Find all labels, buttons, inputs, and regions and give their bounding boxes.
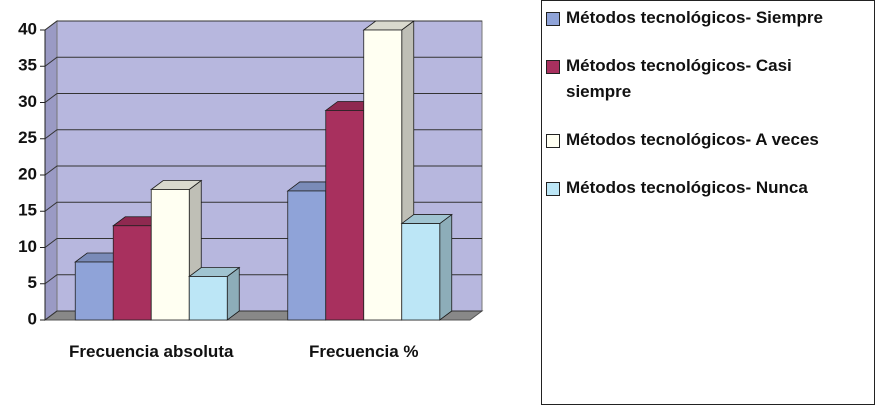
y-tick-label: 15 xyxy=(18,201,37,220)
legend: Métodos tecnológicos- Siempre Métodos tec… xyxy=(541,0,875,405)
grid-line xyxy=(44,20,482,31)
legend-item: Métodos tecnológicos- Casi siempre xyxy=(546,53,856,105)
y-tick-label: 0 xyxy=(28,309,37,328)
legend-label: Métodos tecnológicos- Siempre xyxy=(566,8,823,27)
bar xyxy=(188,276,228,321)
legend-swatch xyxy=(546,60,560,74)
legend-item: Métodos tecnológicos- Nunca xyxy=(546,175,856,201)
bar xyxy=(401,223,441,321)
legend-swatch xyxy=(546,182,560,196)
y-tick-label: 5 xyxy=(28,273,37,292)
bar xyxy=(287,190,327,321)
x-tick-label: Frecuencia absoluta xyxy=(69,342,234,361)
y-tick-label: 30 xyxy=(18,92,37,111)
legend-item: Métodos tecnológicos- Siempre xyxy=(546,5,856,31)
legend-label: Métodos tecnológicos- Casi siempre xyxy=(566,56,792,101)
bar xyxy=(325,110,365,321)
y-tick-label: 35 xyxy=(18,56,37,75)
legend-item: Métodos tecnológicos- A veces xyxy=(546,127,856,153)
grid-line xyxy=(44,56,482,67)
legend-swatch xyxy=(546,134,560,148)
bar xyxy=(74,261,114,321)
x-tick-label: Frecuencia % xyxy=(308,342,419,361)
y-tick-label: 20 xyxy=(18,164,37,183)
bar-side xyxy=(439,213,453,321)
bar xyxy=(363,29,403,321)
legend-swatch xyxy=(546,12,560,26)
grid-line xyxy=(44,93,482,103)
legend-label: Métodos tecnológicos- Nunca xyxy=(566,178,808,197)
y-tick-label: 40 xyxy=(18,19,37,38)
chart: 0 5 10 15 20 25 30 35 40 xyxy=(18,19,484,328)
legend-label: Métodos tecnológicos- A veces xyxy=(566,130,819,149)
bar xyxy=(112,225,152,321)
y-tick-label: 25 xyxy=(18,128,37,147)
y-tick-label: 10 xyxy=(18,237,37,256)
bar xyxy=(150,189,190,321)
